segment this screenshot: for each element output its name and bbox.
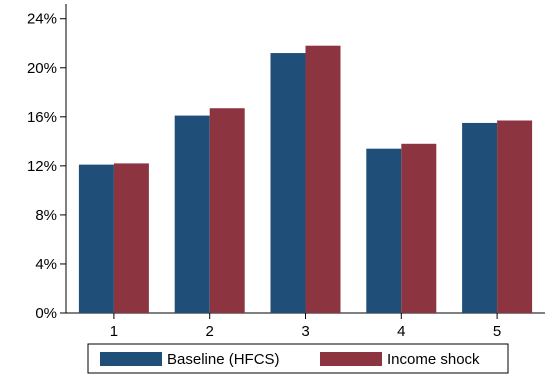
bar-baseline (270, 53, 306, 314)
legend-swatch (320, 352, 382, 366)
y-tick-label: 20% (27, 60, 57, 77)
bar-baseline (462, 122, 498, 313)
y-tick-label: 12% (27, 158, 57, 175)
x-tick-label: 5 (493, 323, 501, 340)
legend-swatch (100, 352, 162, 366)
bar-income-shock (401, 143, 437, 313)
y-tick-label: 0% (35, 305, 57, 322)
bar-baseline (78, 164, 114, 313)
y-tick-label: 16% (27, 109, 57, 126)
bar-income-shock (209, 108, 245, 313)
x-tick-label: 2 (206, 323, 214, 340)
y-tick-label: 8% (35, 207, 57, 224)
x-tick-label: 3 (301, 323, 309, 340)
bars (78, 45, 533, 314)
bar-baseline (366, 148, 402, 313)
bar-income-shock (497, 120, 533, 313)
bar-baseline (174, 115, 210, 313)
legend: Baseline (HFCS) Income shock (87, 343, 509, 374)
y-tick-label: 24% (27, 11, 57, 28)
legend-label: Income shock (387, 351, 480, 368)
y-axis: 0% 4% 8% 12% 16% 20% 24% (27, 11, 66, 322)
x-axis: 1 2 3 4 5 (110, 313, 501, 340)
x-tick-label: 1 (110, 323, 118, 340)
legend-label: Baseline (HFCS) (167, 351, 280, 368)
bar-income-shock (305, 45, 341, 313)
bar-income-shock (113, 163, 149, 313)
x-tick-label: 4 (397, 323, 405, 340)
y-tick-label: 4% (35, 256, 57, 273)
